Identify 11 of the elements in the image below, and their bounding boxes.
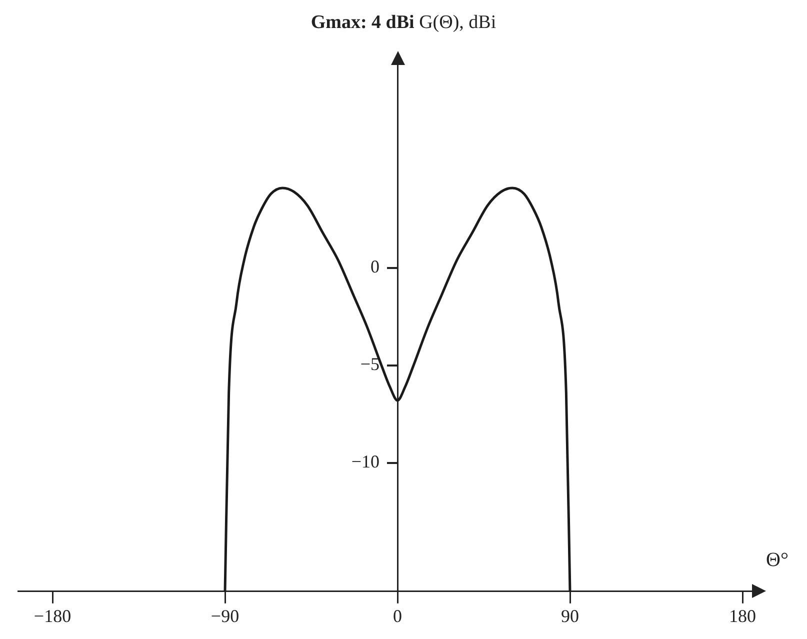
x-tick-label: −180 (34, 606, 72, 626)
y-tick-label: −10 (351, 451, 380, 472)
x-tick-label: −90 (210, 606, 240, 626)
x-tick-label: 180 (729, 606, 756, 626)
chart-title: Gmax: 4 dBi (310, 12, 414, 33)
x-axis-title: Θ° (766, 549, 788, 572)
x-tick-label: 0 (393, 606, 402, 626)
y-tick-label: −5 (360, 354, 380, 374)
y-tick-label: 0 (370, 256, 380, 277)
y-axis-title: G(Θ), dBi (419, 12, 496, 33)
x-tick-label: 90 (561, 606, 579, 626)
